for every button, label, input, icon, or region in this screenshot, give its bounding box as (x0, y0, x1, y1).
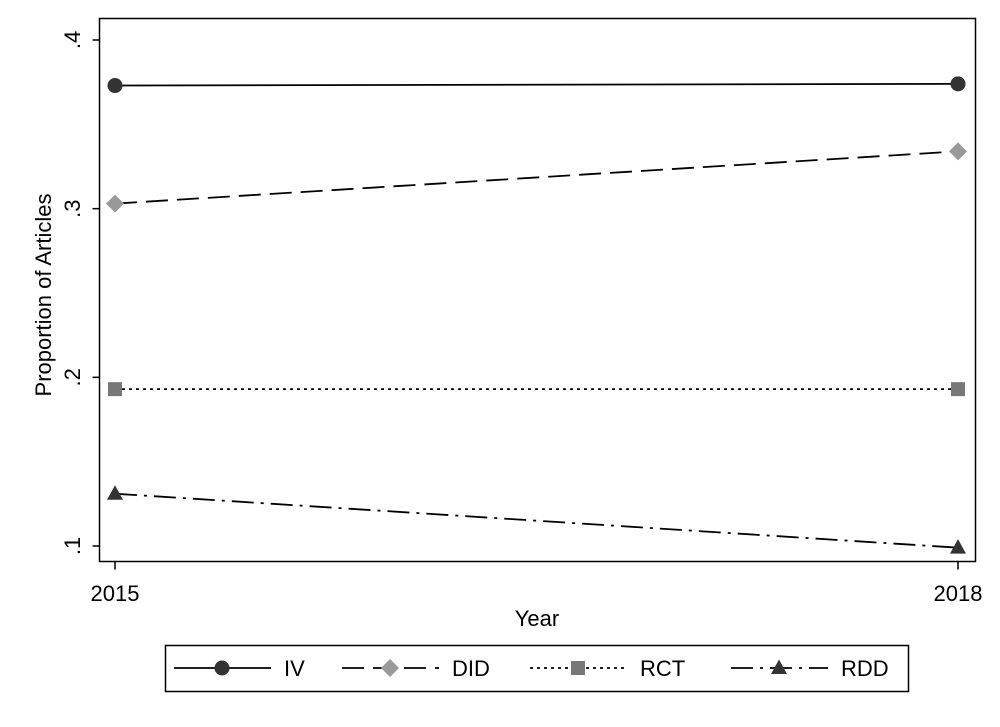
series-iv (107, 76, 966, 94)
x-tick-label: 2015 (91, 581, 140, 606)
series-iv-line (114, 82, 959, 87)
series-rdd-point (107, 485, 123, 500)
legend-rdd-label: RDD (841, 656, 889, 681)
series-did-point (949, 142, 967, 161)
legend-rct-label: RCT (640, 656, 685, 681)
x-axis: 2015 2018 (91, 561, 983, 606)
legend-rct-marker (571, 661, 585, 675)
legend-item-iv: IV (174, 656, 305, 681)
x-tick-label: 2018 (934, 581, 983, 606)
series-rdd-line (114, 492, 959, 549)
series-did (106, 142, 967, 213)
legend: IV DID RCT RDD (174, 656, 889, 681)
series-did-point (106, 194, 124, 213)
y-tick-label: .2 (60, 368, 85, 386)
legend-rdd-marker (771, 659, 787, 674)
x-axis-title: Year (515, 606, 559, 631)
y-tick-label: .3 (60, 199, 85, 217)
legend-did-marker (381, 659, 399, 677)
series-did-line (114, 150, 959, 205)
plot-area-frame (98, 17, 977, 563)
legend-iv-label: IV (284, 656, 305, 681)
series-rdd (107, 485, 966, 554)
y-tick-label: .4 (60, 31, 85, 49)
y-tick-label: .1 (60, 537, 85, 555)
legend-item-rct: RCT (530, 656, 685, 681)
series-rct-point (951, 382, 965, 397)
y-axis-title: Proportion of Articles (31, 194, 56, 397)
y-axis: .1 .2 .3 .4 (60, 31, 100, 555)
series-iv-point (107, 78, 123, 94)
legend-item-rdd: RDD (731, 656, 889, 681)
legend-item-did: DID (342, 656, 490, 681)
series-layer (106, 76, 967, 554)
legend-did-label: DID (452, 656, 490, 681)
legend-iv-marker (214, 660, 230, 676)
series-rct-point (108, 382, 122, 397)
series-iv-point (950, 76, 966, 92)
series-rdd-point (950, 539, 966, 554)
series-rct (108, 382, 965, 397)
